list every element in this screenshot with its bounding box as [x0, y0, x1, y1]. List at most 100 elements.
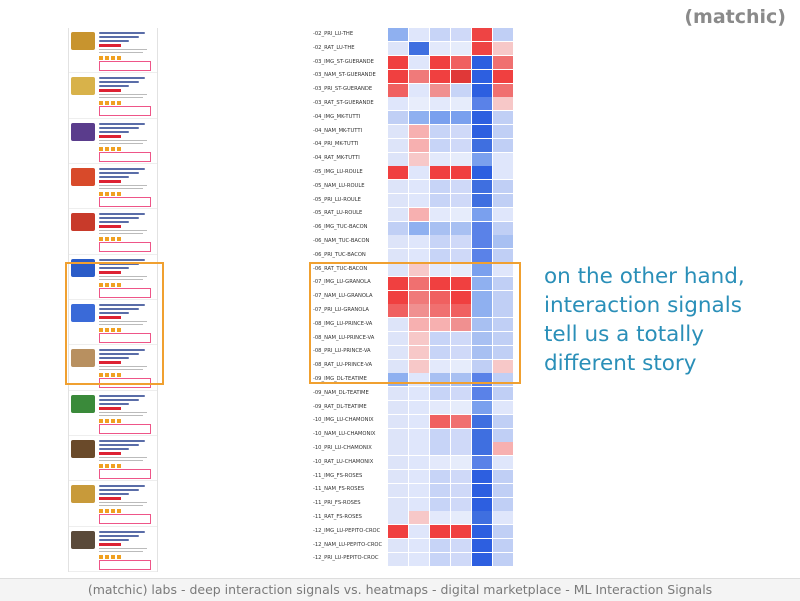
heatmap-cell: [388, 83, 409, 97]
price-tag: [99, 44, 121, 47]
heatmap-cell: [409, 539, 430, 552]
product-card[interactable]: [69, 73, 157, 119]
product-thumbnail[interactable]: [71, 213, 95, 232]
heatmap-cell: [388, 125, 409, 138]
add-to-cart-box[interactable]: [99, 197, 151, 207]
add-to-cart-box[interactable]: [99, 469, 151, 479]
heatmap-row-label: -05_NAM_LU-ROULE: [313, 182, 365, 189]
product-thumbnail[interactable]: [71, 485, 95, 504]
heatmap-cell: [409, 414, 430, 428]
add-to-cart-box[interactable]: [99, 423, 151, 434]
heatmap-cell: [409, 56, 430, 69]
product-thumbnail[interactable]: [71, 530, 95, 549]
text-line: [99, 505, 143, 507]
add-to-cart-box[interactable]: [99, 61, 151, 71]
heatmap-row-label: -03_PRI_ST-GUERANDE: [313, 86, 373, 93]
add-to-cart-box[interactable]: [99, 242, 151, 253]
heatmap-cell: [388, 483, 409, 497]
rating-stars: [99, 554, 123, 559]
heatmap-cell: [388, 345, 409, 359]
heatmap-cell: [430, 69, 451, 83]
product-thumbnail[interactable]: [71, 77, 95, 96]
product-card[interactable]: [69, 527, 157, 572]
footer-caption: (matchic) labs - deep interaction signal…: [0, 578, 800, 601]
heatmap-row-label: -07_NAM_LU-GRANOLA: [313, 293, 373, 300]
heatmap-row-label: -07_IMG_LU-GRANOLA: [313, 279, 371, 286]
product-thumbnail[interactable]: [71, 122, 95, 141]
heatmap-cell: [493, 97, 514, 111]
text-line: [99, 489, 139, 492]
product-card[interactable]: [69, 300, 157, 346]
add-to-cart-box[interactable]: [99, 106, 151, 117]
price-tag: [99, 270, 121, 274]
product-thumbnail[interactable]: [71, 440, 95, 458]
heatmap-cell: [409, 470, 430, 483]
heatmap-cell: [409, 290, 430, 304]
heatmap-cell: [451, 56, 472, 69]
product-thumbnail[interactable]: [71, 32, 95, 50]
heatmap-cell: [430, 152, 451, 166]
heatmap-cell: [451, 69, 472, 83]
heatmap-cell: [430, 318, 451, 332]
heatmap-row-label: -06_IMG_TUC-BACON: [313, 224, 368, 231]
product-card[interactable]: [69, 119, 157, 164]
heatmap-row-label: -04_RAT_MK-TUTTI: [313, 155, 360, 162]
heatmap-cell: [388, 511, 409, 525]
heatmap-cell: [493, 166, 514, 180]
product-thumbnail[interactable]: [71, 349, 95, 368]
heatmap-cell: [451, 97, 472, 111]
product-thumbnail[interactable]: [71, 394, 95, 413]
heatmap-cell: [472, 111, 493, 125]
heatmap-cell: [388, 359, 409, 373]
rating-stars: [99, 509, 123, 514]
product-thumbnail[interactable]: [71, 304, 95, 322]
heatmap-cell: [430, 221, 451, 235]
heatmap-cell: [388, 304, 409, 318]
text-line: [99, 97, 143, 99]
product-card[interactable]: [69, 209, 157, 255]
text-line: [99, 394, 145, 397]
heatmap-row-label: -05_PRI_LU-ROULE: [313, 196, 361, 203]
product-thumbnail[interactable]: [71, 168, 95, 186]
product-card[interactable]: [69, 28, 157, 74]
add-to-cart-box[interactable]: [99, 151, 151, 162]
heatmap-row-label: -11_IMG_FS-ROSES: [313, 472, 363, 479]
text-line: [99, 233, 143, 235]
heatmap-cell: [493, 525, 514, 539]
heatmap-cell: [493, 180, 514, 194]
heatmap-cell: [388, 166, 409, 180]
text-line: [99, 142, 143, 144]
text-line: [99, 130, 129, 133]
product-card[interactable]: [69, 345, 157, 391]
heatmap-cell: [388, 69, 409, 83]
text-line: [99, 324, 143, 325]
heatmap-cell: [472, 414, 493, 428]
add-to-cart-box[interactable]: [99, 514, 151, 525]
product-card[interactable]: [69, 436, 157, 482]
heatmap-cell: [409, 28, 430, 42]
product-card[interactable]: [69, 481, 157, 527]
heatmap-cell: [388, 401, 409, 414]
heatmap-row-label: -08_IMG_LU-PRINCE-VA: [313, 320, 373, 327]
heatmap-cell: [430, 483, 451, 497]
heatmap-cell: [388, 497, 409, 511]
add-to-cart-box[interactable]: [99, 559, 151, 570]
heatmap-cell: [430, 414, 451, 428]
heatmap-cell: [430, 332, 451, 345]
heatmap-row-label: -08_RAT_LU-PRINCE-VA: [313, 362, 373, 369]
heatmap-cell: [472, 249, 493, 263]
heatmap-cell: [409, 345, 430, 359]
heatmap-cell: [472, 83, 493, 97]
product-card[interactable]: [69, 391, 157, 436]
add-to-cart-box[interactable]: [99, 333, 151, 343]
heatmap-cell: [493, 483, 514, 497]
heatmap-cell: [451, 401, 472, 414]
text-line: [99, 502, 147, 504]
heatmap-cell: [493, 414, 514, 428]
product-card[interactable]: [69, 164, 157, 210]
text-line: [99, 52, 143, 53]
heatmap-cell: [451, 552, 472, 566]
heatmap-cell: [388, 111, 409, 125]
add-to-cart-box[interactable]: [99, 287, 151, 298]
heatmap-cell: [409, 249, 430, 263]
